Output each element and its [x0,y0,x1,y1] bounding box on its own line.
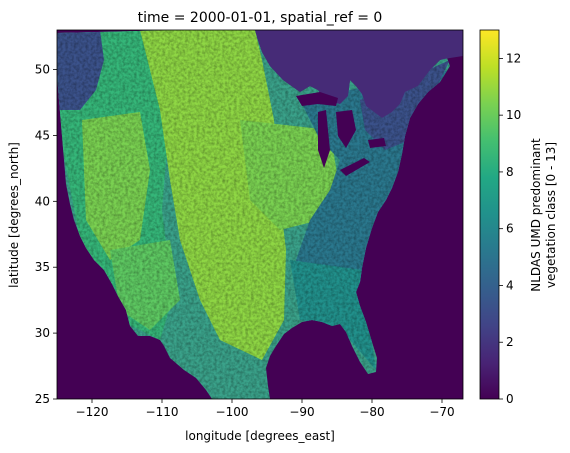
x-axis-ticks: −120 −110 −100 −90 −80 −70 [76,399,455,419]
colorbar-tick-label: 0 [506,392,514,406]
x-tick-label: −100 [216,405,249,419]
x-axis-label: longitude [degrees_east] [185,429,335,443]
lake-erie [340,158,370,176]
y-tick-label: 40 [35,194,50,208]
y-tick-label: 50 [35,63,50,77]
x-tick-label: −120 [76,405,109,419]
x-tick-label: −90 [289,405,314,419]
colorbar-tick-label: 8 [506,165,514,179]
lake-huron [336,110,356,148]
colorbar-label-line1: NLDAS UMD predominant [529,138,543,292]
plot-frame [56,29,464,400]
x-tick-label: −70 [429,405,454,419]
canada-region [255,30,463,118]
colorbar-tick-label: 2 [506,335,514,349]
map-plot-area [57,30,463,399]
lake-superior [296,92,338,106]
chart-title: time = 2000-01-01, spatial_ref = 0 [138,10,383,26]
colorbar [479,29,500,400]
y-tick-label: 45 [35,128,50,142]
colorbar-tick-label: 12 [506,51,521,65]
x-tick-label: −80 [359,405,384,419]
colorbar-tick-label: 6 [506,222,514,236]
y-tick-label: 35 [35,260,50,274]
colorbar-label-line2: vegetation class [0 - 13] [544,142,558,288]
y-axis-ticks: 25 30 35 40 45 50 [35,63,57,406]
y-tick-label: 25 [35,392,50,406]
colorbar-ticks: 0 2 4 6 8 10 12 [499,51,521,406]
lake-michigan [318,110,330,168]
y-axis-label: latitude [degrees_north] [7,142,21,288]
x-tick-label: −110 [146,405,179,419]
colorbar-tick-label: 10 [506,108,521,122]
y-tick-label: 30 [35,326,50,340]
lake-ontario [368,138,386,148]
colorbar-tick-label: 4 [506,278,514,292]
